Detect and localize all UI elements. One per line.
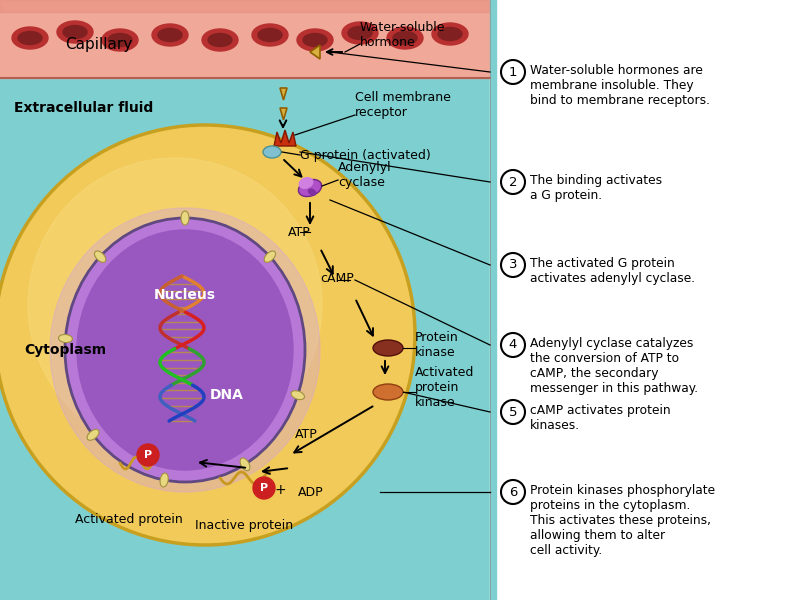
Ellipse shape [12, 27, 48, 49]
Ellipse shape [94, 251, 106, 262]
Ellipse shape [57, 21, 93, 43]
Text: Activated
protein
kinase: Activated protein kinase [415, 367, 474, 409]
Ellipse shape [50, 208, 320, 492]
Ellipse shape [258, 28, 282, 41]
Ellipse shape [87, 430, 99, 440]
Ellipse shape [303, 34, 327, 46]
Polygon shape [280, 88, 287, 100]
Ellipse shape [308, 189, 316, 195]
Text: 1: 1 [508, 65, 517, 79]
Ellipse shape [240, 458, 250, 470]
Text: 2: 2 [508, 175, 517, 188]
Text: Inactive protein: Inactive protein [195, 518, 293, 532]
Text: Cytoplasm: Cytoplasm [24, 343, 106, 357]
Ellipse shape [387, 27, 423, 49]
Ellipse shape [65, 218, 305, 482]
Ellipse shape [0, 125, 415, 545]
Text: Protein kinases phosphorylate
proteins in the cytoplasm.
This activates these pr: Protein kinases phosphorylate proteins i… [530, 484, 715, 557]
Ellipse shape [108, 34, 132, 46]
Ellipse shape [299, 179, 322, 197]
Ellipse shape [18, 31, 42, 44]
Ellipse shape [152, 24, 188, 46]
Ellipse shape [393, 31, 417, 44]
Text: Capillary: Capillary [65, 37, 132, 52]
Bar [490, 0, 792, 600]
Text: Cell membrane
receptor: Cell membrane receptor [355, 91, 451, 119]
Text: ATP: ATP [295, 428, 318, 442]
Ellipse shape [299, 178, 313, 188]
Circle shape [253, 477, 275, 499]
Ellipse shape [432, 23, 468, 45]
Ellipse shape [348, 26, 372, 40]
Ellipse shape [59, 334, 72, 343]
Ellipse shape [252, 24, 288, 46]
Ellipse shape [263, 146, 281, 158]
Ellipse shape [158, 28, 182, 41]
Circle shape [137, 444, 159, 466]
Polygon shape [280, 108, 287, 120]
Ellipse shape [342, 22, 378, 44]
Text: The binding activates
a G protein.: The binding activates a G protein. [530, 174, 662, 202]
Text: Adenylyl
cyclase: Adenylyl cyclase [338, 161, 391, 189]
Bar [0, 0, 490, 12]
Text: G protein (activated): G protein (activated) [300, 148, 431, 161]
Ellipse shape [181, 211, 189, 225]
Ellipse shape [297, 29, 333, 51]
Text: P: P [144, 450, 152, 460]
Text: Water-soluble
hormone: Water-soluble hormone [360, 21, 445, 49]
Ellipse shape [373, 384, 403, 400]
Ellipse shape [102, 29, 138, 51]
Bar [0, 0, 490, 78]
Ellipse shape [28, 158, 322, 452]
Text: DNA: DNA [210, 388, 244, 402]
Polygon shape [310, 45, 320, 59]
Polygon shape [274, 130, 296, 146]
Ellipse shape [77, 230, 293, 470]
Ellipse shape [202, 29, 238, 51]
Text: P: P [260, 483, 268, 493]
Bar [490, 0, 496, 600]
Text: 5: 5 [508, 406, 517, 419]
Ellipse shape [373, 340, 403, 356]
Ellipse shape [208, 34, 232, 46]
Ellipse shape [265, 251, 276, 262]
Text: The activated G protein
activates adenylyl cyclase.: The activated G protein activates adenyl… [530, 257, 695, 285]
Text: +: + [274, 483, 286, 497]
Bar [0, 0, 490, 600]
Ellipse shape [291, 391, 304, 400]
Text: cAMP: cAMP [320, 271, 354, 284]
Ellipse shape [160, 473, 168, 487]
Text: ATP: ATP [288, 226, 310, 238]
Text: Protein
kinase: Protein kinase [415, 331, 459, 359]
Ellipse shape [438, 28, 462, 40]
Text: ADP: ADP [298, 485, 324, 499]
Text: Adenylyl cyclase catalyzes
the conversion of ATP to
cAMP, the secondary
messenge: Adenylyl cyclase catalyzes the conversio… [530, 337, 698, 395]
Text: 4: 4 [508, 338, 517, 352]
Text: Nucleus: Nucleus [154, 288, 216, 302]
Text: Extracellular fluid: Extracellular fluid [14, 101, 153, 115]
Text: 3: 3 [508, 259, 517, 271]
Text: 6: 6 [508, 485, 517, 499]
Text: Activated protein: Activated protein [75, 514, 183, 527]
Ellipse shape [63, 25, 87, 38]
Text: cAMP activates protein
kinases.: cAMP activates protein kinases. [530, 404, 671, 432]
Text: Water-soluble hormones are
membrane insoluble. They
bind to membrane receptors.: Water-soluble hormones are membrane inso… [530, 64, 710, 107]
